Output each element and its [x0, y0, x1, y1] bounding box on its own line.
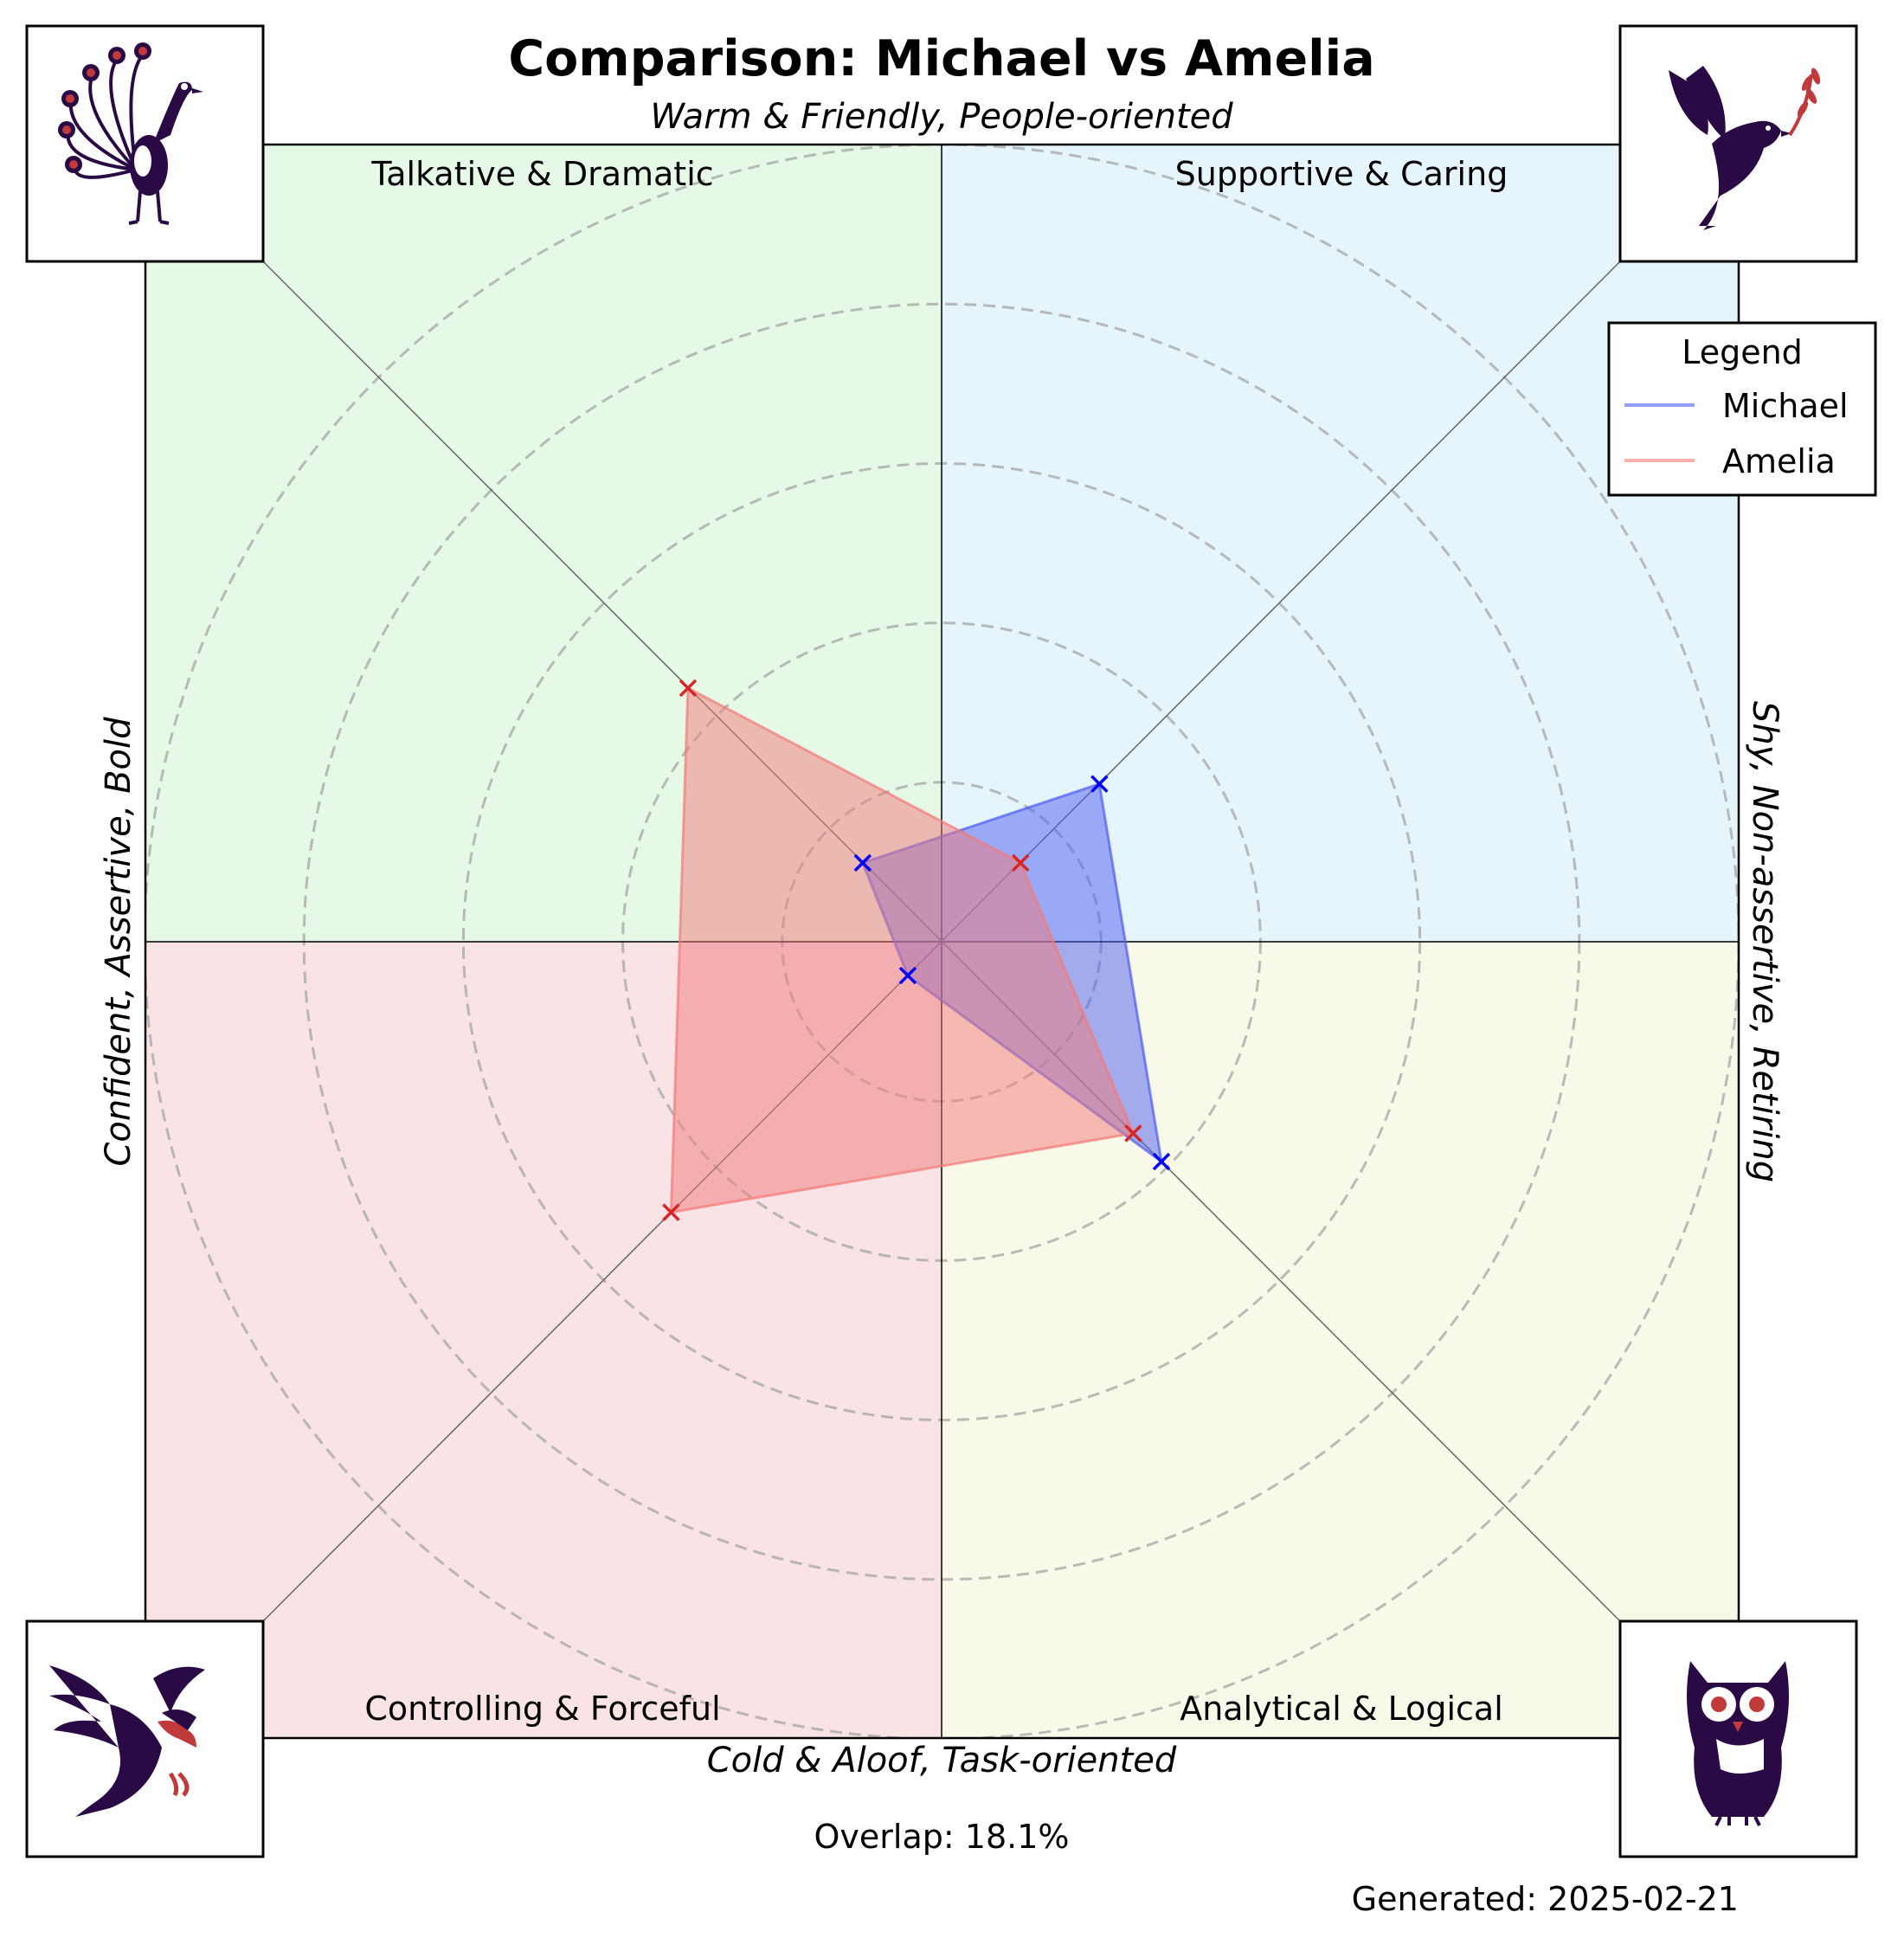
- top-axis-label: Warm & Friendly, People-oriented: [650, 97, 1233, 137]
- data-point-michael-1: [853, 853, 872, 872]
- quadrant-label-bottom-right: Analytical & Logical: [1180, 1690, 1503, 1728]
- quadrant-label-top-left: Talkative & Dramatic: [370, 155, 713, 193]
- generated-text: Generated: 2025-02-21: [1352, 1880, 1739, 1918]
- quadrant-label-bottom-left: Controlling & Forceful: [364, 1690, 720, 1728]
- data-point-michael-4: [898, 966, 917, 985]
- legend-label-amelia: Amelia: [1722, 442, 1836, 480]
- legend: Legend Michael Amelia: [1607, 321, 1877, 497]
- legend-label-michael: Michael: [1722, 387, 1849, 425]
- overlap-text: Overlap: 18.1%: [814, 1818, 1070, 1856]
- owl-icon-box: [1618, 1619, 1858, 1858]
- data-point-michael-2: [1090, 775, 1109, 793]
- data-point-amelia-4: [662, 1203, 680, 1221]
- series-markers: [662, 679, 1171, 1221]
- data-point-amelia-1: [679, 679, 698, 698]
- eagle-icon: [49, 1665, 205, 1817]
- chart-title: Comparison: Michael vs Amelia: [508, 30, 1374, 87]
- quadrant-labels: Talkative & Dramatic Supportive & Caring C…: [364, 155, 1508, 1728]
- left-axis-label: Confident, Assertive, Bold: [99, 717, 138, 1167]
- dove-icon: [1669, 66, 1821, 230]
- eagle-icon-box: [25, 1619, 265, 1858]
- bottom-axis-label: Cold & Aloof, Task-oriented: [707, 1741, 1177, 1780]
- dove-icon-box: [1618, 24, 1858, 263]
- quadrant-label-top-right: Supportive & Caring: [1175, 155, 1508, 193]
- quadrant-backgrounds: [145, 145, 1739, 1738]
- data-point-amelia-3: [1124, 1124, 1142, 1143]
- peacock-icon-box: [25, 24, 265, 263]
- legend-box: [1607, 321, 1877, 497]
- owl-icon: [1687, 1661, 1789, 1826]
- data-point-amelia-2: [1011, 853, 1030, 872]
- peacock-icon: [58, 42, 203, 225]
- legend-title: Legend: [1682, 333, 1803, 371]
- right-axis-label: Shy, Non-assertive, Retiring: [1745, 701, 1785, 1182]
- data-point-michael-3: [1152, 1152, 1171, 1171]
- plot-frame: [144, 143, 1740, 1740]
